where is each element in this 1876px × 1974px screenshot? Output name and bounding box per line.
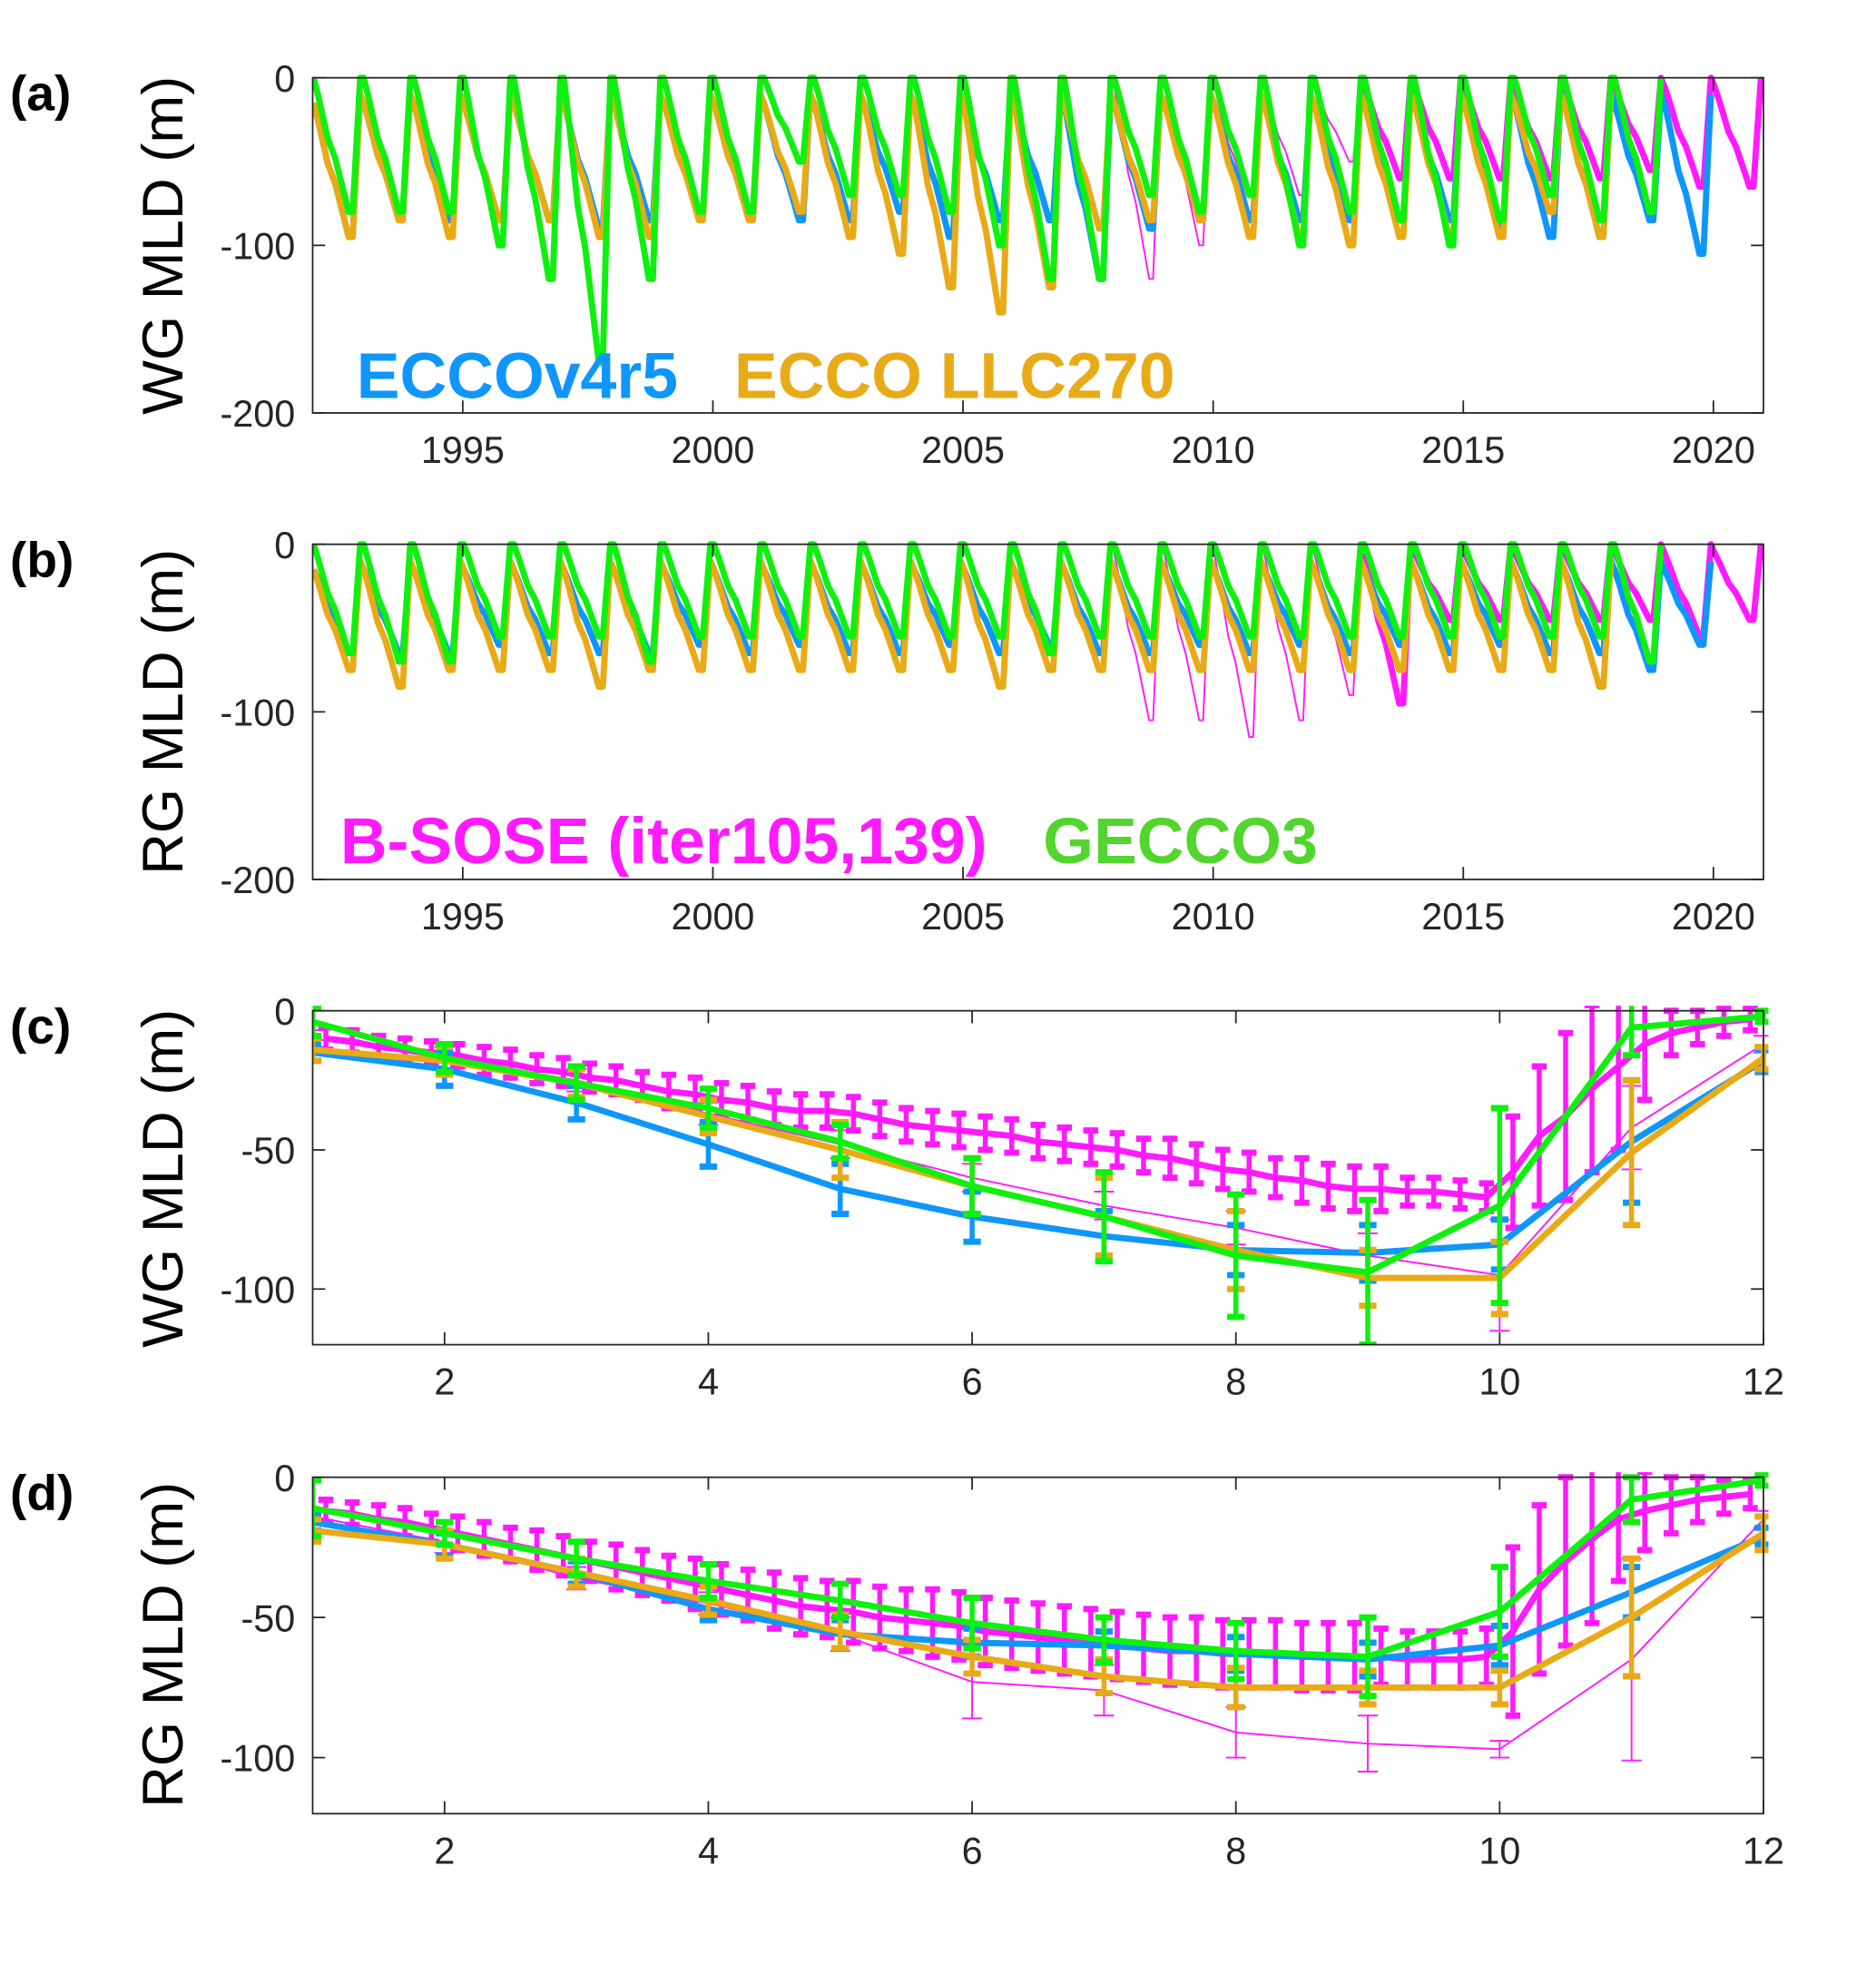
series-group bbox=[312, 74, 1764, 367]
series-line-eccov4r5 bbox=[312, 1049, 1765, 1256]
x-tick-label: 2015 bbox=[1421, 896, 1505, 938]
x-tick-label: 8 bbox=[1225, 1830, 1246, 1871]
axes-box bbox=[311, 1009, 1764, 1346]
y-tick-label: 0 bbox=[274, 991, 295, 1033]
errorbars-eccov4r5 bbox=[312, 1041, 1769, 1284]
plot-area-b: 1995 2000 2005 2010 2015 2020 0 -100 -200 bbox=[220, 525, 1764, 938]
panel-d: (d) RG MLD (m) 2 4 6 8 10 12 0 -50 -100 bbox=[10, 1458, 1784, 1872]
series-group bbox=[312, 1472, 1769, 1773]
x-tick-label: 2015 bbox=[1421, 429, 1505, 471]
panel-a: (a) WG MLD (m) 1995 2000 2005 2010 2015 2020 0… bbox=[10, 58, 1764, 471]
x-tick-label: 12 bbox=[1743, 1361, 1784, 1403]
x-tick-label: 1995 bbox=[421, 896, 505, 938]
x-tick-label: 2000 bbox=[671, 896, 754, 938]
panel-label-b: (b) bbox=[10, 532, 74, 588]
y-tick-label: -100 bbox=[220, 1738, 295, 1780]
axes-box bbox=[311, 1476, 1764, 1815]
y-tick-label: -200 bbox=[220, 859, 295, 901]
y-axis-label-c: WG MLD (m) bbox=[132, 1009, 195, 1348]
x-tick-label: 2005 bbox=[921, 429, 1005, 471]
plot-area-d: 2 4 6 8 10 12 0 -50 -100 bbox=[220, 1458, 1784, 1872]
y-tick-label: -50 bbox=[241, 1130, 295, 1172]
y-axis-label-d: RG MLD (m) bbox=[132, 1482, 195, 1808]
x-tick-label: 2000 bbox=[671, 429, 754, 471]
x-tick-label: 2005 bbox=[921, 896, 1005, 938]
panel-label-c: (c) bbox=[10, 998, 71, 1055]
x-tick-label: 6 bbox=[962, 1830, 983, 1871]
x-tick-label: 12 bbox=[1743, 1830, 1784, 1871]
series-line-gecco3 bbox=[312, 74, 1665, 367]
legend-eccov4r5: ECCOv4r5 bbox=[357, 339, 678, 412]
x-tick-label: 2010 bbox=[1172, 429, 1255, 471]
x-tick-label: 2010 bbox=[1172, 896, 1255, 938]
x-tick-label: 4 bbox=[698, 1830, 719, 1871]
series-line-b-sose-iter139 bbox=[325, 1016, 1751, 1201]
series-line-b-sose-iter105 bbox=[312, 1515, 1764, 1751]
x-tick-label: 1995 bbox=[421, 429, 505, 471]
x-tick-label: 4 bbox=[698, 1361, 719, 1403]
y-tick-label: 0 bbox=[274, 525, 295, 566]
x-tick-label: 10 bbox=[1478, 1361, 1520, 1403]
errorbars-gecco3 bbox=[312, 1006, 1769, 1345]
y-tick-label: -100 bbox=[220, 692, 295, 733]
y-axis-label-b: RG MLD (m) bbox=[132, 549, 195, 875]
panel-label-d: (d) bbox=[10, 1465, 74, 1521]
y-tick-label: -200 bbox=[220, 393, 295, 435]
plot-area-c: 2 4 6 8 10 12 0 -50 -100 bbox=[220, 991, 1784, 1403]
x-tick-label: 2020 bbox=[1672, 896, 1755, 938]
x-tick-label: 10 bbox=[1478, 1830, 1520, 1871]
x-tick-label: 2 bbox=[434, 1830, 455, 1871]
y-axis-label-a: WG MLD (m) bbox=[132, 76, 195, 415]
y-tick-label: -100 bbox=[220, 1269, 295, 1311]
legend-llc270: ECCO LLC270 bbox=[734, 339, 1175, 412]
series-line-gecco3 bbox=[312, 1013, 1764, 1276]
series-line-ecco-llc270 bbox=[312, 557, 1615, 691]
series-group bbox=[312, 1006, 1769, 1345]
errorbars-ecco-llc270 bbox=[312, 1035, 1769, 1318]
x-tick-label: 2020 bbox=[1672, 429, 1755, 471]
legend-bsose: B-SOSE (iter105,139) bbox=[340, 805, 987, 878]
y-tick-label: -50 bbox=[241, 1597, 295, 1639]
panel-c: (c) WG MLD (m) 2 4 6 8 10 12 0 -50 -100 bbox=[10, 991, 1784, 1403]
y-tick-label: 0 bbox=[274, 58, 295, 100]
series-line-gecco3 bbox=[312, 1477, 1764, 1660]
x-tick-label: 2 bbox=[434, 1361, 455, 1403]
series-line-ecco-llc270 bbox=[312, 1527, 1765, 1691]
x-tick-label: 6 bbox=[962, 1361, 983, 1403]
plot-area-a: 1995 2000 2005 2010 2015 2020 0 -100 -200 bbox=[220, 58, 1764, 471]
panel-label-a: (a) bbox=[10, 65, 71, 122]
y-tick-label: 0 bbox=[274, 1458, 295, 1499]
panel-b: (b) RG MLD (m) 1995 2000 2005 2010 2015 2020 0… bbox=[10, 525, 1764, 938]
legend-gecco3: GECCO3 bbox=[1043, 805, 1318, 878]
series-group bbox=[312, 541, 1764, 739]
x-tick-label: 8 bbox=[1225, 1361, 1246, 1403]
series-line-gecco3 bbox=[312, 541, 1665, 665]
y-tick-label: -100 bbox=[220, 226, 295, 268]
